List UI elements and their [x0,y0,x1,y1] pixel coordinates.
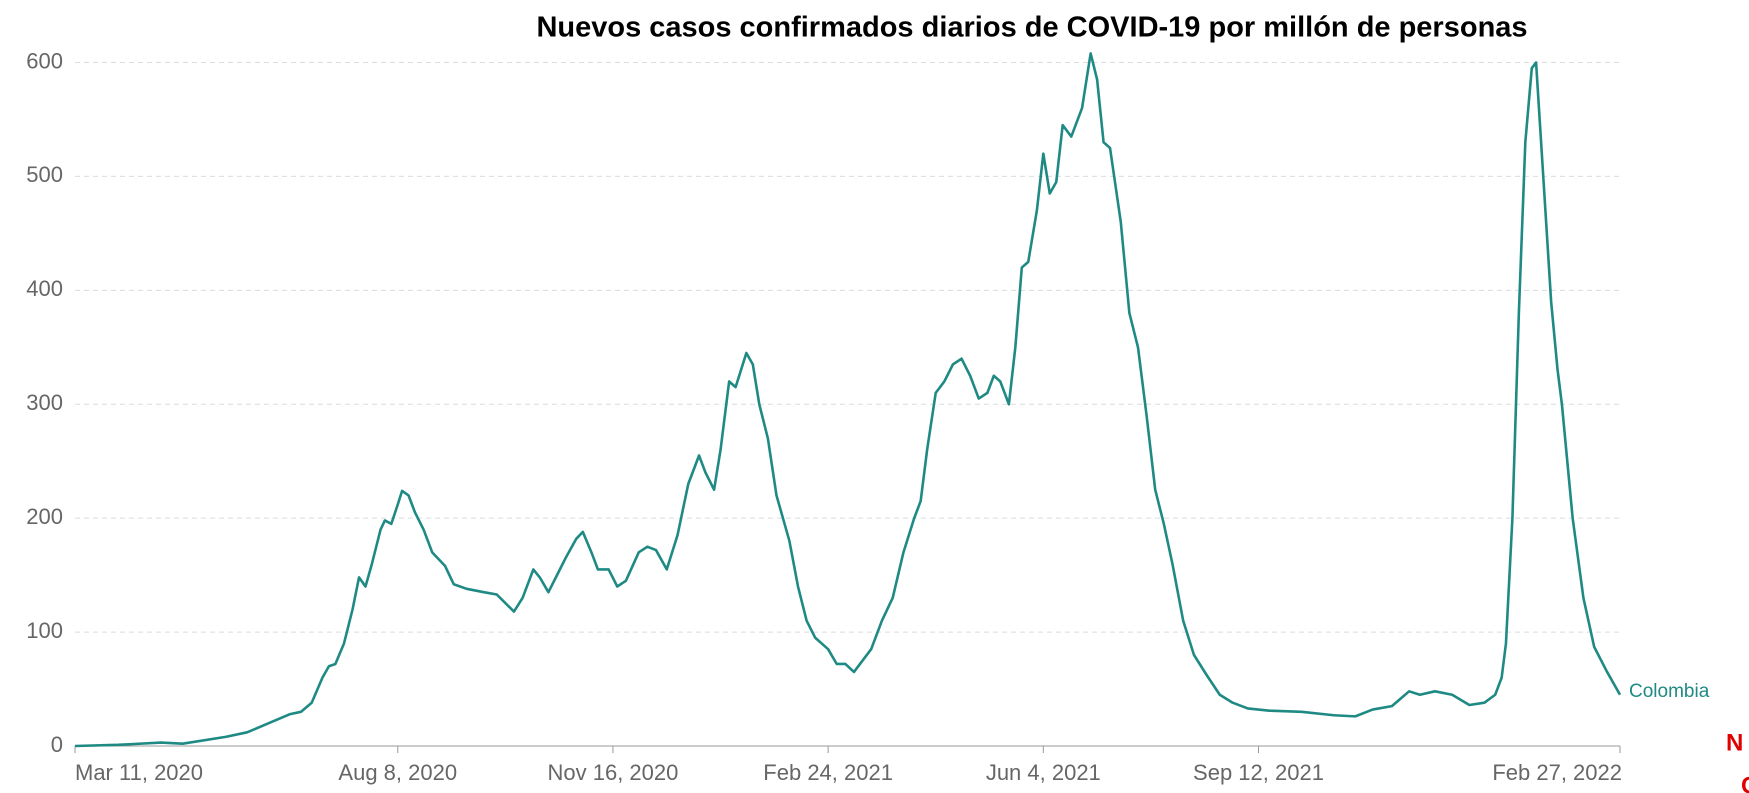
x-tick-label: Jun 4, 2021 [986,760,1101,785]
y-tick-label: 400 [26,276,63,301]
y-tick-label: 500 [26,162,63,187]
chart-title: Nuevos casos confirmados diarios de COVI… [536,12,1527,44]
y-tick-label: 600 [26,48,63,73]
x-tick-label: Nov 16, 2020 [548,760,679,785]
annotation: N [1726,729,1743,756]
x-tick-label: Sep 12, 2021 [1193,760,1324,785]
series-label: Colombia [1629,681,1710,702]
x-tick-label: Feb 27, 2022 [1492,760,1622,785]
y-tick-label: 0 [51,732,63,757]
y-tick-label: 100 [26,618,63,643]
data-line [74,52,1622,748]
y-tick-label: 300 [26,390,63,415]
x-tick-label: Feb 24, 2021 [763,760,893,785]
annotation: C [1741,772,1749,793]
y-tick-label: 200 [26,504,63,529]
x-tick-label: Mar 11, 2020 [75,760,203,785]
x-tick-label: Aug 8, 2020 [338,760,457,785]
